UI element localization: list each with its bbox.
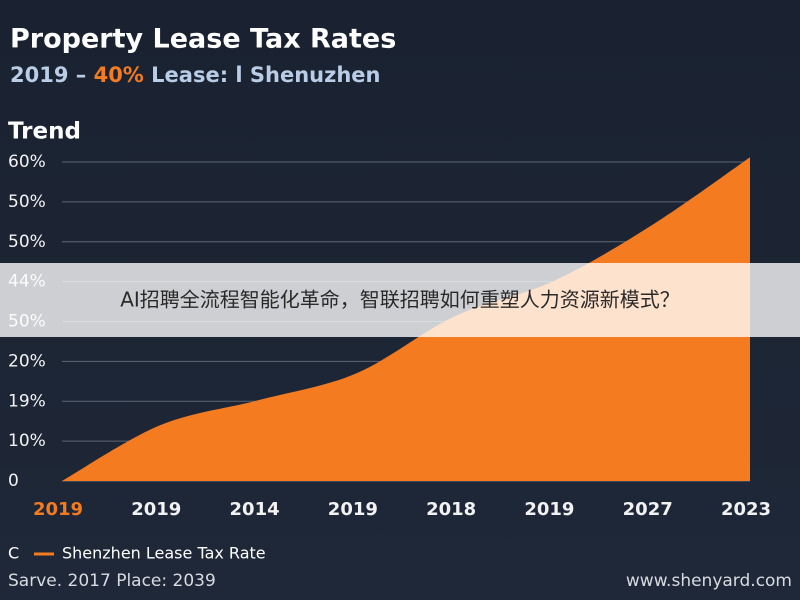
x-tick-label: 2023 bbox=[721, 499, 771, 520]
banner-background bbox=[0, 263, 800, 337]
x-tick-label: 2014 bbox=[230, 499, 280, 520]
x-tick-label: 2019 bbox=[328, 499, 378, 520]
x-tick-label: 2018 bbox=[426, 499, 476, 520]
source: Sarve. 2017 Place: 2039 bbox=[8, 571, 216, 591]
legend-label: Shenzhen Lease Tax Rate bbox=[62, 544, 266, 563]
y-tick-label: 19% bbox=[8, 391, 46, 411]
y-axis-label: Trend bbox=[8, 119, 81, 145]
y-tick-label: 0 bbox=[8, 471, 19, 491]
chart-subtitle: 2019 – 40% Lease: l Shenuzhen bbox=[10, 63, 381, 87]
x-tick-label: 2019 bbox=[131, 499, 181, 520]
x-tick-label: 2027 bbox=[623, 499, 673, 520]
subtitle-part: 40% bbox=[94, 63, 144, 87]
y-tick-label: 20% bbox=[8, 351, 46, 371]
legend-prefix: C bbox=[8, 544, 19, 563]
y-tick-label: 10% bbox=[8, 431, 46, 451]
website: www.shenyard.com bbox=[626, 571, 792, 591]
subtitle-part: Lease: l Shenuzhen bbox=[144, 63, 381, 87]
y-tick-label: 50% bbox=[8, 232, 46, 252]
subtitle-part: 2019 – bbox=[10, 63, 94, 87]
x-tick-label: 2019 bbox=[524, 499, 574, 520]
chart-title: Property Lease Tax Rates bbox=[10, 24, 396, 55]
banner-text: AI招聘全流程智能化革命，智联招聘如何重塑人力资源新模式？ bbox=[120, 288, 680, 312]
x-tick-label: 2019 bbox=[33, 499, 83, 520]
area bbox=[62, 157, 750, 481]
legend: Shenzhen Lease Tax Rate bbox=[34, 544, 266, 563]
y-tick-label: 50% bbox=[8, 192, 46, 212]
y-tick-label: 60% bbox=[8, 152, 46, 172]
